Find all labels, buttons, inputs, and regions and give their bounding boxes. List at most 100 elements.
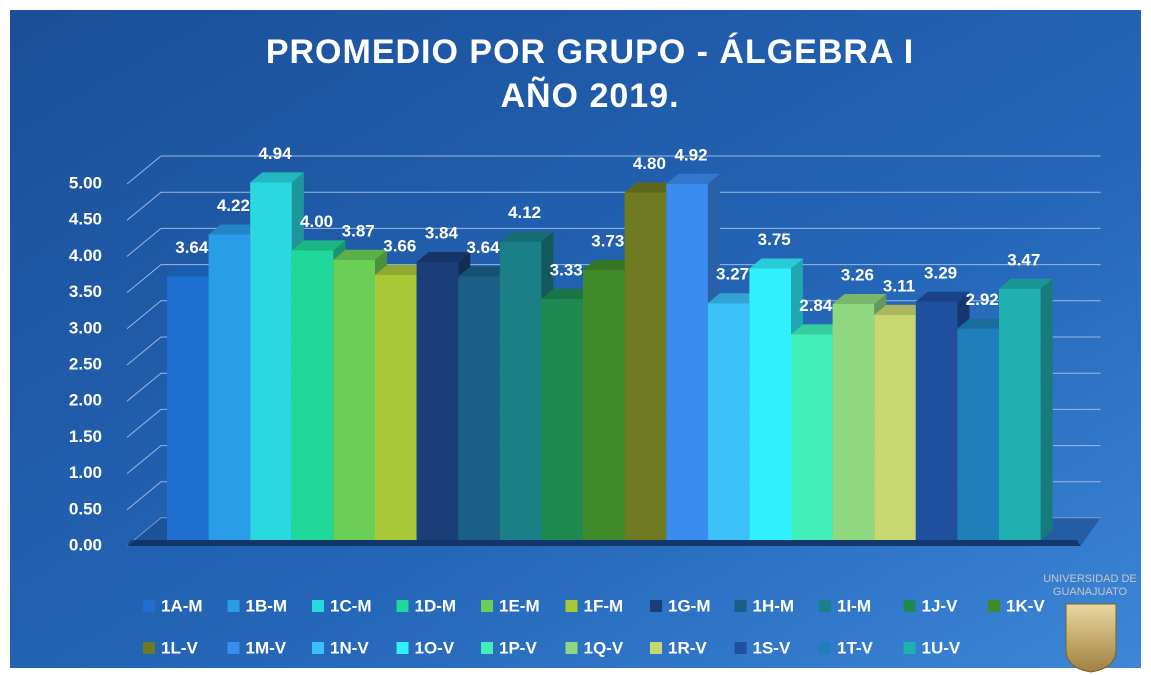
chart-title: PROMEDIO POR GRUPO - ÁLGEBRA I — [266, 33, 914, 71]
legend-swatch — [819, 642, 831, 654]
legend-label: 1R-V — [668, 638, 707, 657]
legend-swatch — [903, 600, 916, 612]
grid-line — [126, 227, 1101, 257]
legend-label: 1J-V — [922, 596, 959, 615]
y-tick-label: 0.50 — [69, 499, 102, 518]
bar-top-shade — [250, 172, 304, 183]
bar-top — [957, 318, 1011, 329]
bar — [167, 276, 209, 540]
floor-edge — [127, 540, 1081, 546]
bar-top-shade — [208, 224, 263, 235]
y-tick-label: 1.50 — [69, 427, 102, 446]
legend-swatch — [312, 600, 324, 612]
legend-label: 1I-M — [837, 596, 871, 615]
data-label: 2.84 — [799, 296, 833, 315]
legend-label: 1P-V — [499, 638, 537, 657]
legend-swatch — [481, 600, 493, 612]
bar-top — [999, 278, 1053, 289]
bar — [791, 334, 833, 540]
legend-swatch — [143, 600, 155, 612]
data-label: 3.33 — [550, 260, 583, 279]
bar-top — [208, 224, 263, 235]
bar — [915, 301, 958, 540]
data-label: 3.75 — [758, 230, 791, 249]
bar — [749, 268, 791, 540]
data-label: 4.94 — [258, 144, 292, 163]
legend-swatch — [988, 600, 1000, 612]
legend-label: 1B-M — [246, 596, 288, 615]
bar-top-shade — [583, 259, 637, 270]
bar-top — [250, 172, 304, 183]
bar-top-shade — [999, 278, 1053, 289]
legend-label: 1E-M — [499, 596, 540, 615]
legend-swatch — [312, 642, 324, 654]
bar-top-shade — [375, 265, 429, 276]
legend-label: 1O-V — [415, 638, 455, 657]
bar-top — [749, 258, 803, 269]
bar-top-shade — [541, 288, 595, 299]
bar-top-shade — [333, 249, 387, 260]
data-label: 3.26 — [841, 265, 874, 284]
legend-label: 1N-V — [330, 638, 369, 657]
bar — [458, 276, 500, 540]
legend-swatch — [396, 642, 409, 654]
bar — [291, 250, 334, 540]
bar — [208, 234, 251, 541]
chart-subtitle: AÑO 2019. — [500, 77, 679, 115]
legend-label: 1A-M — [161, 596, 203, 615]
y-tick-label: 3.00 — [69, 318, 102, 337]
bar-top — [666, 173, 720, 184]
bar-top-shade — [167, 266, 221, 277]
data-label: 3.29 — [924, 263, 957, 282]
bar-top-shade — [957, 318, 1011, 329]
legend-swatch — [734, 600, 747, 612]
legend-label: 1S-V — [753, 638, 791, 657]
legend-swatch — [565, 600, 578, 612]
legend-label: 1L-V — [161, 638, 199, 657]
y-tick-label: 4.00 — [69, 246, 102, 265]
bar-top — [333, 249, 387, 260]
bar-top-shade — [791, 324, 845, 335]
bar — [541, 298, 583, 540]
data-label: 2.92 — [966, 290, 999, 309]
data-label: 3.47 — [1007, 250, 1040, 269]
y-tick-label: 3.50 — [69, 282, 102, 301]
bar-top-shade — [749, 258, 803, 269]
data-label: 4.22 — [217, 196, 250, 215]
bar-top-shade — [707, 293, 762, 304]
legend-swatch — [481, 642, 493, 654]
legend-swatch — [143, 642, 155, 654]
bar-top-shade — [832, 293, 887, 304]
bar-top-shade — [874, 304, 928, 315]
bar-top-shade — [915, 291, 970, 302]
logo-shield — [1065, 603, 1117, 673]
bar-top-shade — [624, 182, 679, 193]
bar-top — [167, 266, 221, 277]
legend-label: 1H-M — [753, 596, 795, 615]
data-label: 3.87 — [342, 221, 375, 240]
data-label: 3.64 — [175, 238, 209, 257]
legend-label: 1F-M — [584, 596, 624, 615]
bar-top — [291, 240, 346, 251]
bar-top — [416, 251, 471, 262]
y-tick-label: 2.00 — [69, 391, 102, 410]
legend-swatch — [819, 600, 831, 612]
bar-top-shade — [458, 266, 512, 277]
legend-swatch — [565, 642, 578, 654]
data-label: 3.66 — [383, 237, 416, 256]
bar-top — [624, 182, 679, 193]
legend-swatch — [396, 600, 409, 612]
bar-top — [791, 324, 845, 335]
bar-top — [375, 265, 429, 276]
bar-top — [832, 293, 887, 304]
bar — [499, 241, 542, 540]
y-tick-label: 4.50 — [69, 210, 102, 229]
bar — [874, 314, 916, 540]
logo-text: GUANAJUATO — [1053, 586, 1128, 598]
legend-label: 1T-V — [837, 638, 874, 657]
y-tick-label: 5.00 — [69, 173, 102, 192]
legend-label: 1M-V — [246, 638, 287, 657]
bar — [416, 261, 459, 540]
legend-swatch — [227, 600, 240, 612]
